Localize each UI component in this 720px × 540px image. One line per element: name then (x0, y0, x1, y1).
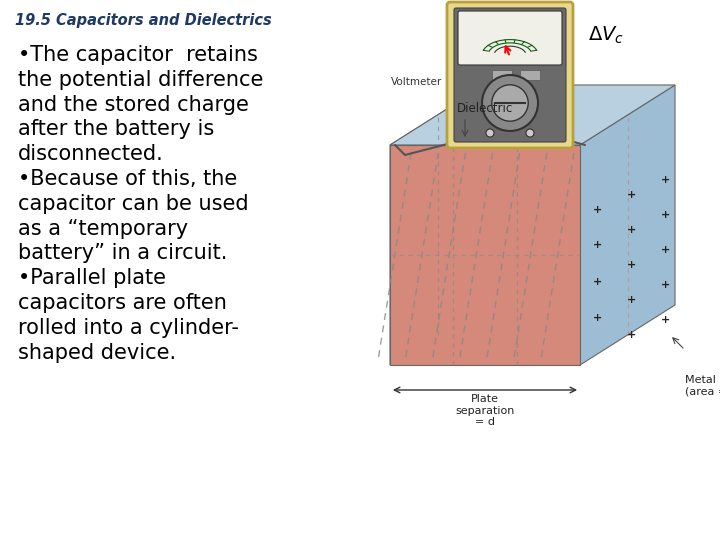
Text: 19.5 Capacitors and Dielectrics: 19.5 Capacitors and Dielectrics (15, 13, 271, 28)
Polygon shape (390, 85, 485, 365)
Text: +: + (627, 225, 636, 235)
Polygon shape (390, 85, 675, 145)
Text: Dielectric: Dielectric (457, 102, 513, 115)
Text: +: + (627, 190, 636, 200)
Text: +: + (593, 277, 603, 287)
Text: +: + (660, 315, 670, 325)
FancyBboxPatch shape (454, 8, 566, 142)
Text: +: + (593, 240, 603, 250)
Text: Metal plate
(area = A): Metal plate (area = A) (685, 375, 720, 396)
Circle shape (482, 75, 538, 131)
FancyBboxPatch shape (458, 11, 562, 65)
Text: +: + (627, 330, 636, 340)
Text: $\Delta V_c$: $\Delta V_c$ (588, 25, 624, 46)
Bar (520, 70, 540, 80)
Text: Plate
separation
= d: Plate separation = d (455, 394, 515, 427)
Text: +: + (593, 205, 603, 215)
Text: +: + (660, 175, 670, 185)
Circle shape (486, 129, 494, 137)
FancyBboxPatch shape (447, 2, 573, 148)
Polygon shape (390, 145, 580, 365)
Text: +: + (627, 295, 636, 305)
Circle shape (492, 85, 528, 121)
Bar (492, 70, 512, 80)
Text: +: + (593, 313, 603, 323)
Text: •The capacitor  retains
the potential difference
and the stored charge
after the: •The capacitor retains the potential dif… (18, 45, 264, 362)
Text: +: + (627, 260, 636, 270)
Text: +: + (660, 280, 670, 290)
Text: Voltmeter: Voltmeter (391, 77, 442, 87)
Text: +: + (660, 210, 670, 220)
Text: +: + (660, 245, 670, 255)
Polygon shape (580, 85, 675, 365)
Circle shape (526, 129, 534, 137)
